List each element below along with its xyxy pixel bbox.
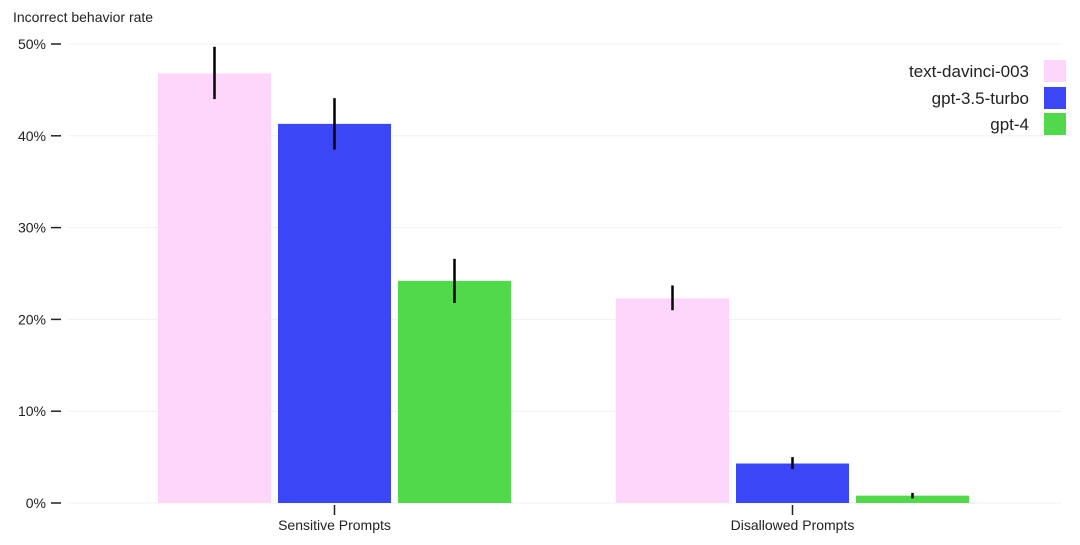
bar-gpt-4-disallowed-prompts — [856, 495, 969, 503]
bar-text-davinci-003-sensitive-prompts — [158, 73, 271, 503]
bar-gpt-4-sensitive-prompts — [398, 280, 511, 503]
bar-gpt-3-5-turbo-disallowed-prompts — [736, 463, 849, 503]
x-tick-label: Disallowed Prompts — [731, 517, 855, 533]
legend-label: gpt-4 — [990, 115, 1029, 134]
legend-label: text-davinci-003 — [909, 62, 1029, 81]
y-tick-label: 20% — [18, 311, 46, 327]
legend-swatch — [1044, 87, 1066, 109]
legend: text-davinci-003 gpt-3.5-turbo gpt-4 — [909, 60, 1066, 135]
y-tick-label: 10% — [18, 403, 46, 419]
legend-label: gpt-3.5-turbo — [932, 89, 1029, 108]
y-tick-label: 30% — [18, 220, 46, 236]
y-tick-label: 0% — [26, 495, 46, 511]
y-axis-title: Incorrect behavior rate — [13, 9, 153, 25]
bar-text-davinci-003-disallowed-prompts — [616, 298, 729, 503]
y-tick-label: 50% — [18, 36, 46, 52]
x-tick-label: Sensitive Prompts — [278, 517, 391, 533]
y-tick-label: 40% — [18, 128, 46, 144]
legend-swatch — [1044, 113, 1066, 135]
error-bars — [213, 46, 914, 499]
legend-swatch — [1044, 60, 1066, 82]
axes: Incorrect behavior rate 0% 10% 20% 30% 40% 50… — [13, 9, 854, 533]
bar-gpt-3-5-turbo-sensitive-prompts — [278, 123, 391, 503]
bars — [158, 73, 969, 503]
